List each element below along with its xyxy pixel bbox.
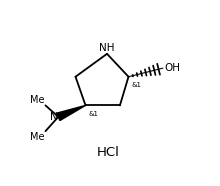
- Text: Me: Me: [30, 132, 45, 142]
- Text: N: N: [50, 112, 58, 122]
- Text: HCl: HCl: [97, 146, 120, 159]
- Text: NH: NH: [99, 43, 115, 53]
- Text: Me: Me: [30, 95, 45, 105]
- Text: &1: &1: [88, 111, 98, 117]
- Text: OH: OH: [164, 63, 180, 73]
- Polygon shape: [57, 105, 86, 121]
- Text: &1: &1: [131, 82, 141, 89]
